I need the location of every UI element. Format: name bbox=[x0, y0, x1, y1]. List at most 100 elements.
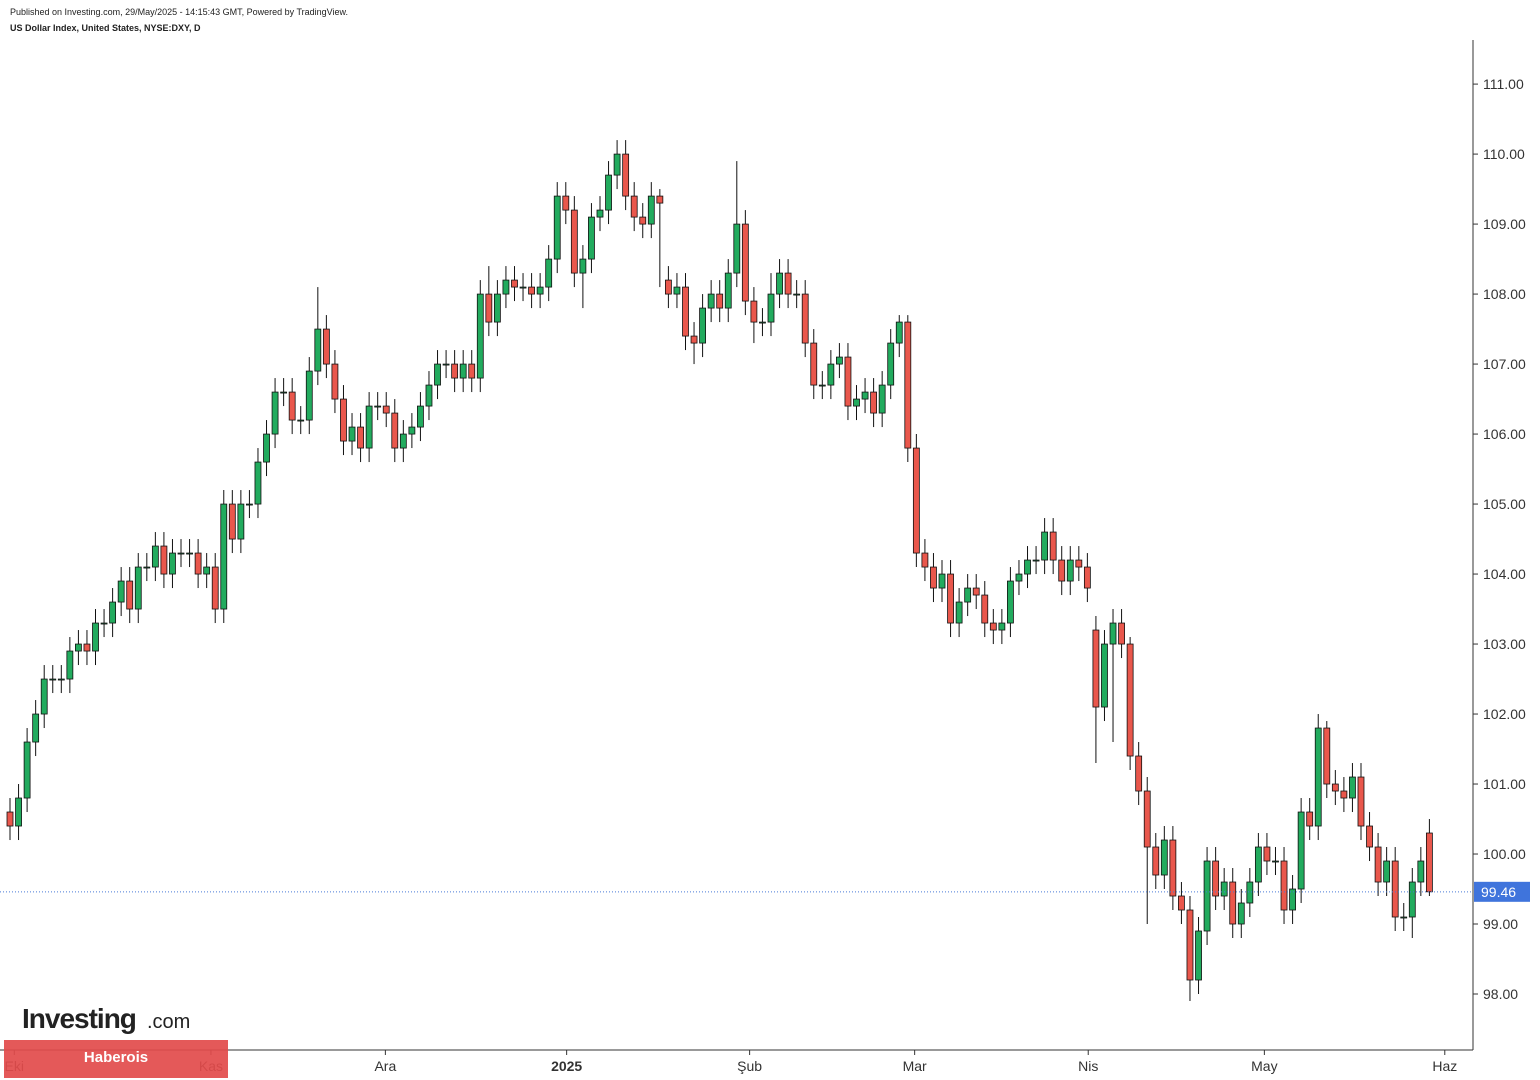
candle-body bbox=[536, 286, 544, 295]
candle-body bbox=[682, 286, 689, 337]
candle-body bbox=[1195, 930, 1202, 981]
candle-body bbox=[1075, 559, 1083, 568]
candle-body bbox=[459, 363, 467, 379]
candle-body bbox=[1135, 755, 1143, 792]
candle-body bbox=[442, 363, 450, 366]
chart-title: US Dollar Index, United States, NYSE:DXY… bbox=[10, 23, 201, 33]
candle-body bbox=[639, 216, 647, 225]
candle-body bbox=[588, 216, 595, 260]
candle-body bbox=[1109, 622, 1117, 645]
candle-body bbox=[1178, 895, 1185, 911]
y-tick-label: 106.00 bbox=[1483, 426, 1526, 442]
candle-body bbox=[271, 391, 279, 435]
y-tick-label: 111.00 bbox=[1483, 76, 1524, 92]
y-tick-label: 105.00 bbox=[1483, 496, 1526, 512]
candle-body bbox=[237, 503, 245, 540]
candle-body bbox=[322, 328, 330, 365]
candle-body bbox=[1383, 860, 1391, 883]
candle-body bbox=[109, 601, 117, 624]
candle-body bbox=[955, 601, 963, 624]
candle-body bbox=[1254, 846, 1262, 883]
candle-body bbox=[160, 545, 168, 575]
candle-body bbox=[861, 391, 869, 400]
candle-body bbox=[126, 580, 134, 610]
candle-body bbox=[32, 713, 40, 743]
candle-body bbox=[716, 293, 724, 309]
candle-body bbox=[1101, 643, 1108, 708]
candle-body bbox=[724, 272, 732, 309]
candle-body bbox=[1331, 783, 1339, 792]
candle-body bbox=[1366, 825, 1373, 848]
candle-body bbox=[75, 643, 82, 652]
candle-body bbox=[844, 356, 852, 407]
candle-body bbox=[1425, 832, 1433, 893]
badge-bg bbox=[4, 1040, 228, 1078]
y-tick-label: 109.00 bbox=[1483, 216, 1526, 232]
last-price-box bbox=[1474, 881, 1530, 902]
candle-body bbox=[331, 363, 339, 400]
candle-body bbox=[211, 566, 219, 610]
candle-body bbox=[66, 650, 74, 680]
candle-body bbox=[348, 426, 356, 442]
x-tick-label: Haz bbox=[1432, 1058, 1457, 1074]
candle-body bbox=[938, 573, 946, 589]
candle-body bbox=[263, 433, 270, 463]
candle-body bbox=[280, 391, 288, 394]
logo-main: Investing bbox=[22, 1003, 136, 1034]
candle-body bbox=[1237, 902, 1245, 925]
x-tick-label: Ara bbox=[374, 1058, 396, 1074]
candle-body bbox=[776, 272, 783, 295]
candle-body bbox=[1246, 881, 1254, 904]
candle-body bbox=[596, 209, 604, 218]
candle-body bbox=[374, 405, 382, 408]
candle-body bbox=[801, 293, 809, 344]
candle-body bbox=[1340, 790, 1348, 799]
candle-body bbox=[1203, 860, 1211, 932]
candle-body bbox=[1263, 846, 1271, 862]
x-tick-label: Mar bbox=[903, 1058, 927, 1074]
candle-body bbox=[485, 293, 493, 323]
y-tick-label: 104.00 bbox=[1483, 566, 1526, 582]
candle-body bbox=[391, 412, 399, 449]
candle-body bbox=[553, 195, 561, 260]
candle-body bbox=[1374, 846, 1382, 883]
candle-body bbox=[1083, 566, 1091, 589]
candle-body bbox=[1007, 580, 1014, 624]
candle-body bbox=[151, 545, 159, 568]
candle-body bbox=[40, 678, 48, 715]
y-tick-label: 100.00 bbox=[1483, 846, 1526, 862]
candle-body bbox=[613, 153, 621, 176]
candle-body bbox=[220, 503, 228, 610]
candle-body bbox=[228, 503, 236, 540]
candle-body bbox=[92, 622, 99, 652]
candle-body bbox=[23, 741, 31, 799]
candle-body bbox=[767, 293, 775, 323]
candle-body bbox=[169, 552, 176, 575]
candle-body bbox=[425, 384, 433, 407]
candle-body bbox=[1058, 559, 1066, 582]
candle-body bbox=[297, 419, 305, 422]
logo-suffix: .com bbox=[147, 1011, 190, 1033]
candle-body bbox=[511, 279, 518, 288]
candle-body bbox=[690, 335, 698, 344]
source-note: Published on Investing.com, 29/May/2025 … bbox=[10, 7, 348, 17]
y-tick-label: 101.00 bbox=[1483, 776, 1526, 792]
candle-body bbox=[408, 426, 416, 435]
candle-body bbox=[399, 433, 407, 449]
candle-body bbox=[434, 363, 441, 386]
candle-body bbox=[921, 552, 929, 568]
candle-body bbox=[810, 342, 818, 386]
candle-body bbox=[6, 811, 14, 827]
candle-body bbox=[314, 328, 322, 372]
candle-body bbox=[1118, 622, 1125, 645]
candle-body bbox=[134, 566, 142, 610]
candle-body bbox=[1280, 860, 1288, 911]
candle-body bbox=[254, 461, 262, 505]
candle-body bbox=[1032, 559, 1040, 562]
candle-body bbox=[647, 195, 655, 225]
candle-body bbox=[1152, 846, 1160, 876]
candle-body bbox=[357, 426, 364, 449]
candle-body bbox=[340, 398, 347, 442]
candle-body bbox=[605, 174, 612, 211]
candle-body bbox=[793, 293, 801, 296]
